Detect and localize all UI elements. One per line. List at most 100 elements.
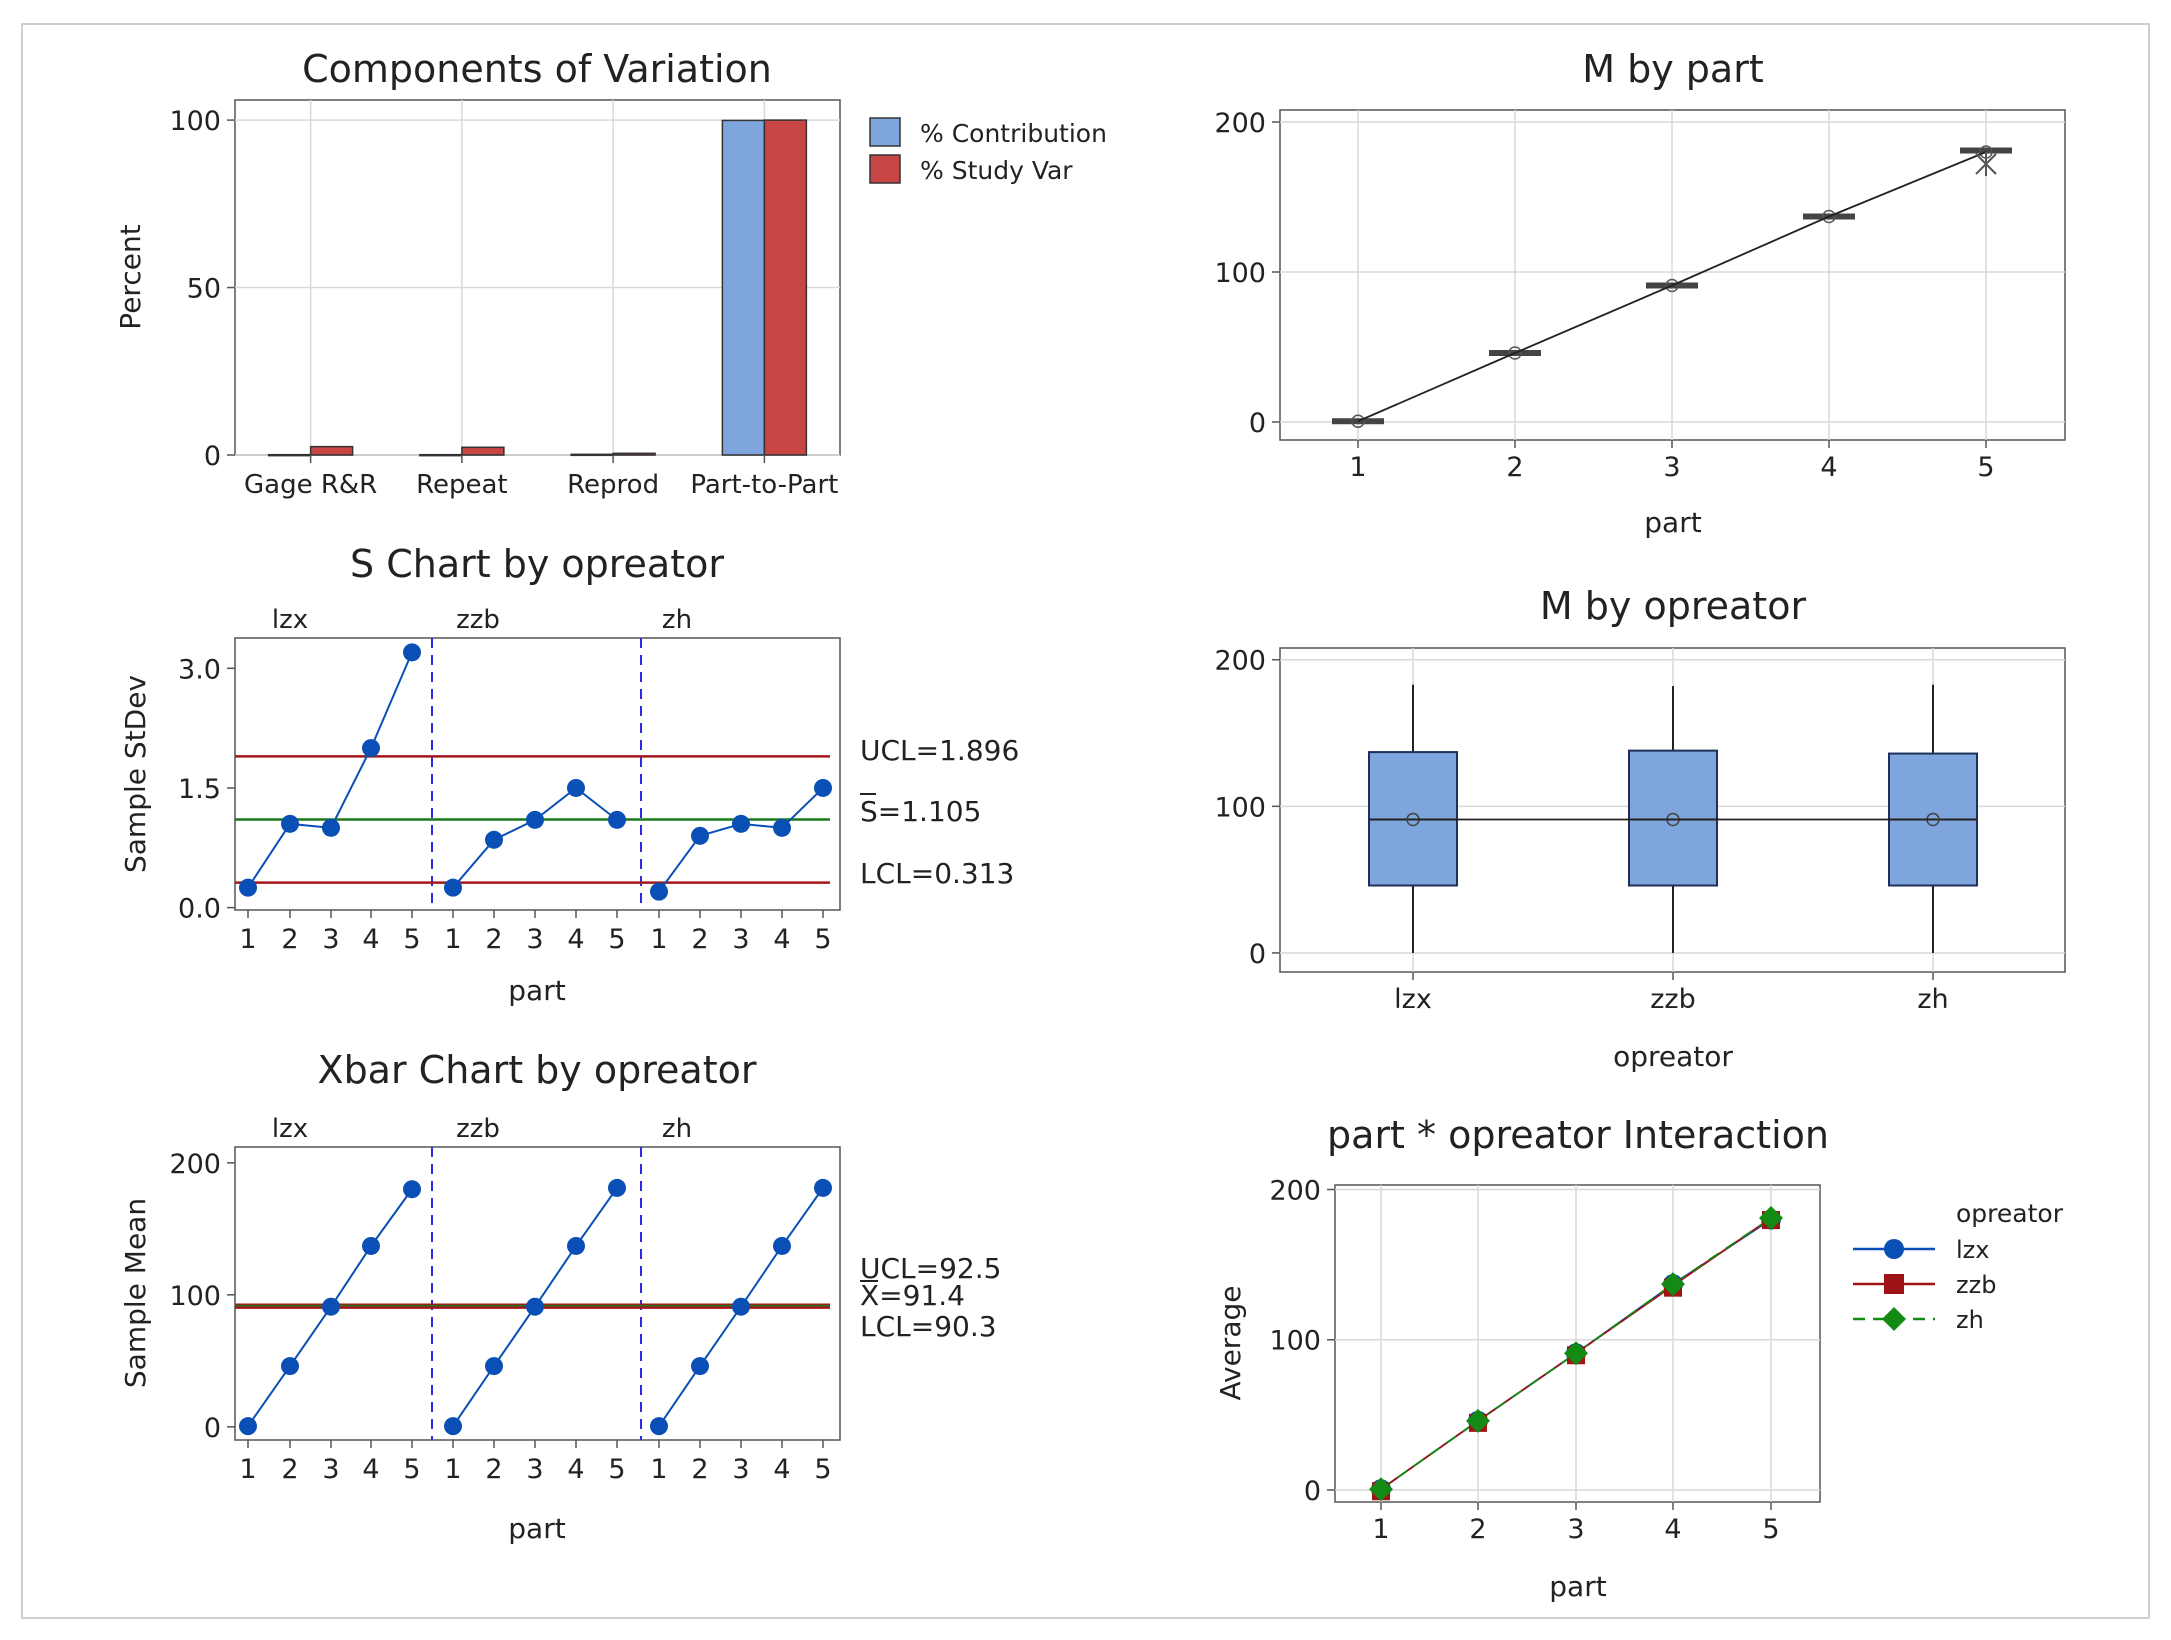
- y-tick-label: 200: [1214, 108, 1266, 139]
- x-tick-label: 1: [239, 1454, 256, 1485]
- x-tick-label: 4: [362, 1454, 379, 1485]
- y-tick-label: 200: [1214, 646, 1266, 677]
- y-tick-label: 50: [187, 274, 221, 305]
- y-tick-label: 0.0: [178, 894, 221, 925]
- x-tick-label: 1: [444, 924, 461, 955]
- data-point: [691, 1357, 709, 1376]
- y-tick-label: 0: [1249, 408, 1266, 439]
- data-point: [403, 1180, 421, 1199]
- panel-label: zh: [662, 605, 692, 635]
- x-tick-label: 2: [281, 1454, 298, 1485]
- bar: [763, 119, 808, 456]
- legend-label: zzb: [1956, 1271, 1996, 1299]
- chart-title: Xbar Chart by opreator: [318, 1048, 757, 1092]
- data-point: [1369, 1477, 1393, 1502]
- center-label: X=91.4: [860, 1279, 965, 1312]
- y-tick-label: 200: [1269, 1176, 1321, 1207]
- ucl-label: UCL=92.5: [860, 1252, 1001, 1285]
- x-tick-label: 2: [485, 1454, 502, 1485]
- data-point: [567, 778, 585, 797]
- y-tick-label: 1.5: [178, 774, 221, 805]
- data-point: [814, 1178, 832, 1197]
- x-axis-label: opreator: [1613, 1040, 1733, 1073]
- data-point: [239, 1417, 257, 1436]
- x-tick-label: 5: [1762, 1514, 1779, 1545]
- data-point: [485, 1357, 503, 1376]
- x-tick-label: Repeat: [416, 470, 508, 500]
- data-point: [526, 1297, 544, 1316]
- bar: [309, 445, 354, 456]
- interaction-chart: part * opreator Interaction 0 100 200 1 2 3 4 5 A…: [1214, 1113, 2064, 1603]
- legend-marker: [1882, 1307, 1906, 1331]
- chart-title: M by part: [1582, 47, 1763, 91]
- y-axis-label: Sample Mean: [119, 1198, 152, 1388]
- y-tick-label: 100: [1269, 1326, 1321, 1357]
- bar: [612, 452, 656, 456]
- y-tick-label: 100: [1214, 258, 1266, 289]
- y-tick-label: 100: [169, 106, 221, 137]
- mean-marker: [1508, 346, 1522, 360]
- data-point: [732, 814, 750, 833]
- bar: [570, 453, 614, 457]
- chart-title: S Chart by opreator: [350, 542, 724, 586]
- data-point: [1564, 1341, 1588, 1366]
- mean-marker: [1351, 414, 1365, 428]
- x-tick-label: 5: [814, 1454, 831, 1485]
- x-tick-label: 2: [691, 1454, 708, 1485]
- bar: [721, 119, 766, 456]
- bar: [461, 446, 505, 456]
- legend-swatch: [869, 117, 901, 147]
- x-tick-label: 3: [322, 924, 339, 955]
- x-tick-label: 1: [650, 1454, 667, 1485]
- mean-connect-line: [1357, 151, 1987, 423]
- data-point: [773, 1236, 791, 1255]
- x-tick-label: 2: [691, 924, 708, 955]
- y-axis-label: Average: [1214, 1286, 1247, 1401]
- x-tick-label: 1: [650, 924, 667, 955]
- legend-swatch: [869, 154, 901, 184]
- x-tick-label: 1: [1372, 1514, 1389, 1545]
- x-axis-label: part: [508, 974, 565, 1007]
- x-tick-label: 3: [526, 924, 543, 955]
- legend-label: % Contribution: [920, 119, 1107, 148]
- legend-marker: [1884, 1239, 1904, 1259]
- x-tick-label: 3: [1567, 1514, 1584, 1545]
- data-point: [281, 814, 299, 833]
- legend-title: opreator: [1956, 1199, 2064, 1228]
- outlier-marker: [1975, 152, 1997, 176]
- x-tick-label: 5: [608, 924, 625, 955]
- x-tick-label: 1: [444, 1454, 461, 1485]
- x-tick-label: 5: [814, 924, 831, 955]
- legend-label: lzx: [1956, 1236, 1989, 1264]
- bar: [419, 453, 463, 457]
- data-point: [773, 818, 791, 837]
- x-tick-label: 2: [485, 924, 502, 955]
- x-tick-label: Reprod: [567, 470, 659, 500]
- data-point: [650, 882, 668, 901]
- y-axis-label: Sample StDev: [119, 675, 152, 873]
- legend-label: % Study Var: [920, 156, 1073, 185]
- x-tick-label: zh: [1917, 984, 1948, 1015]
- data-point: [362, 739, 380, 758]
- x-axis-label: part: [1644, 506, 1701, 539]
- x-axis-label: part: [508, 1512, 565, 1545]
- m-by-part-chart: M by part 0 100 200 1 2 3 4 5 part: [1214, 47, 2066, 539]
- y-tick-label: 3.0: [178, 654, 221, 685]
- x-tick-label: 4: [1664, 1514, 1681, 1545]
- center-label: S=1.105: [860, 795, 981, 828]
- plot-area: [234, 1146, 841, 1441]
- chart-title: Components of Variation: [302, 47, 772, 91]
- x-tick-label: 4: [773, 1454, 790, 1485]
- data-point: [444, 1417, 462, 1436]
- data-point: [691, 826, 709, 845]
- x-tick-label: 5: [403, 924, 420, 955]
- x-tick-label: Part-to-Part: [690, 470, 838, 500]
- components-of-variation-chart: Components of Variation 0 50 100 Gage R&R Rep…: [114, 47, 1107, 500]
- x-tick-label: 3: [526, 1454, 543, 1485]
- panel-label: zzb: [456, 605, 500, 635]
- data-point: [281, 1357, 299, 1376]
- data-point: [732, 1297, 750, 1316]
- y-tick-label: 0: [1249, 939, 1266, 970]
